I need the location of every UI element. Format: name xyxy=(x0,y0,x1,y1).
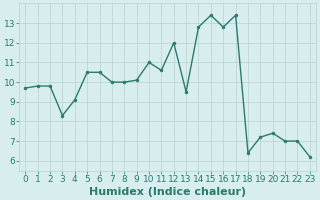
X-axis label: Humidex (Indice chaleur): Humidex (Indice chaleur) xyxy=(89,187,246,197)
